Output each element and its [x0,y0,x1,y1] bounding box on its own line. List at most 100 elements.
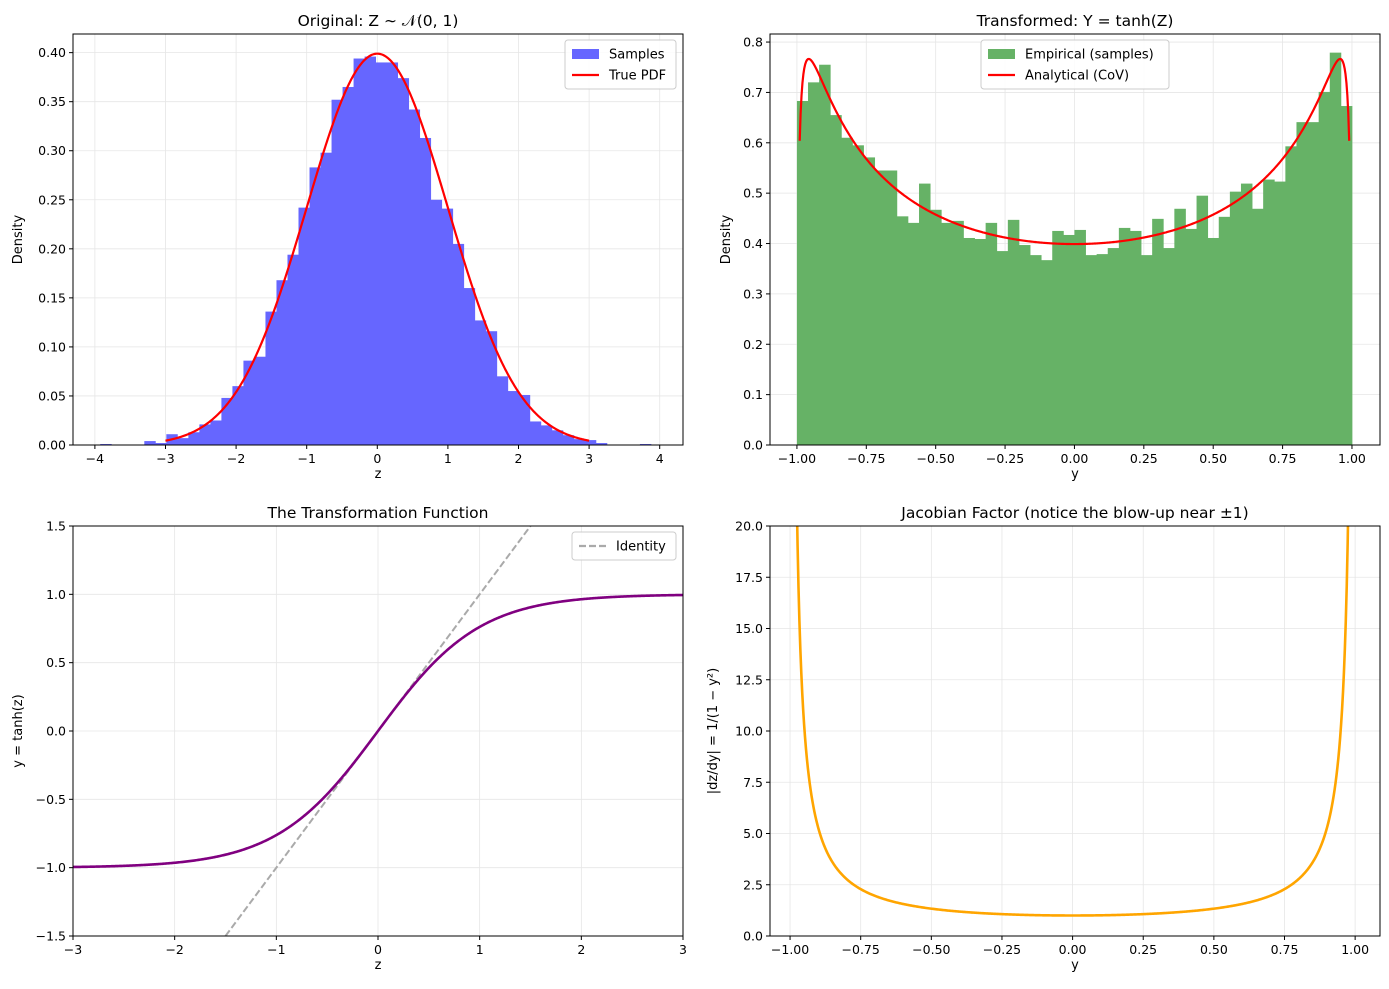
x-tick-label: −0.75 [847,451,885,466]
chart-title: Jacobian Factor (notice the blow-up near… [900,504,1248,522]
y-axis-label: |dz/dy| = 1/(1 − y²) [706,668,721,794]
y-tick-label: 0.20 [38,241,66,256]
histogram-bar [1329,52,1342,445]
histogram-bar [496,376,509,445]
x-axis-label: y [1071,958,1079,973]
plot-area [100,52,652,445]
histogram-bar [830,115,842,445]
y-tick-label: 0.40 [38,45,66,60]
x-tick-label: 0.00 [1059,942,1087,957]
histogram-bar [952,220,964,445]
histogram-bar [441,208,454,445]
tanh-curve [73,593,683,869]
y-tick-label: 1.0 [46,587,66,602]
histogram-bar [562,435,575,445]
histogram-bar [852,145,864,445]
histogram-bar [1207,237,1220,445]
legend-label: True PDF [608,69,666,84]
x-tick-label: 4 [656,451,664,466]
y-tick-label: 0.30 [38,143,66,158]
x-tick-label: −3 [64,942,82,957]
axes-frame [72,33,684,446]
y-tick-label: 20.0 [735,519,763,534]
histogram-bars [100,56,652,445]
x-tick-label: 3 [585,451,593,466]
y-tick-label: 0.5 [743,186,763,201]
y-tick-label: 0.15 [38,290,66,305]
histogram-bar [1118,227,1131,445]
histogram-bar [364,56,376,445]
plot-area [796,52,1353,445]
y-tick-label: 0.0 [46,724,66,739]
x-tick-label: 1 [444,451,452,466]
histogram-bar [1318,91,1331,445]
y-tick-label: 0.6 [743,135,763,150]
x-tick-label: −1 [297,451,315,466]
histogram-bar [584,440,597,445]
histogram-bar [397,78,410,445]
x-tick-label: 0.50 [1199,451,1227,466]
histogram-bar [452,243,465,445]
y-tick-label: 17.5 [735,570,763,585]
legend-box [571,531,677,561]
legend-swatch-patch [572,49,599,59]
axes-frame [769,33,1381,446]
histogram-bar [1096,254,1109,445]
y-tick-label: 12.5 [735,672,763,687]
histogram-bar [485,331,498,445]
y-tick-label: 0.25 [38,192,66,207]
plot-area [73,526,683,936]
legend: Empirical (samples) Analytical (CoV) [980,39,1170,90]
histogram-bar [1174,208,1186,445]
histogram-bar [1263,179,1275,445]
histogram-bar [342,86,354,445]
legend-box [980,39,1170,90]
histogram-bar [353,58,365,445]
y-tick-label: 5.0 [743,826,763,841]
analytical-curve [798,57,1351,246]
histogram-bar [331,99,343,445]
y-tick-label: 0.1 [743,387,763,402]
histogram-bar [177,438,189,445]
x-tick-label: 0.75 [1271,942,1299,957]
histogram-bar [1030,255,1042,445]
x-tick-label: −0.75 [842,942,880,957]
y-axis-label: Density [719,214,734,264]
y-tick-label: 0.3 [743,286,763,301]
histogram-bar [155,443,167,445]
histogram-bar [1229,191,1242,445]
x-tick-label: −0.50 [917,451,955,466]
y-tick-label: 0.4 [743,236,763,251]
legend-label: Samples [609,48,665,63]
x-tick-label: −2 [165,942,183,957]
histogram-bar [1129,230,1142,445]
histogram-bar [408,109,421,445]
x-tick-label: 0.25 [1130,451,1158,466]
histogram-bar [529,421,542,445]
x-tick-label: −0.25 [986,451,1024,466]
y-tick-label: 7.5 [743,775,763,790]
y-tick-label: 0.8 [743,35,763,50]
legend: Identity [571,531,677,561]
y-tick-label: 0.0 [743,438,763,453]
histogram-bar [188,432,200,445]
y-tick-label: 0.0 [743,929,763,944]
x-tick-label: −3 [156,451,174,466]
y-tick-label: −0.5 [36,792,66,807]
y-tick-label: 0.05 [38,388,66,403]
histogram-bar [1252,208,1264,445]
histogram-bar [1063,234,1075,445]
histogram-bar [243,360,255,445]
grid [770,525,1380,937]
histogram-bar [1052,230,1064,445]
y-tick-label: 1.5 [46,519,66,534]
histogram-bar [595,443,608,445]
x-tick-label: 0 [374,942,382,957]
histogram-bar [518,394,531,445]
histogram-bar [386,62,399,445]
histogram-bar [551,430,564,445]
x-tick-label: −1 [267,942,285,957]
histogram-bar [474,320,487,445]
histogram-bar [1041,260,1053,445]
subplot-3: −3 −2 −1 0 1 2 3 −1.5 −1.0 −0.5 0.0 0.5 1.0 1.5 The Tr… [11,504,687,973]
